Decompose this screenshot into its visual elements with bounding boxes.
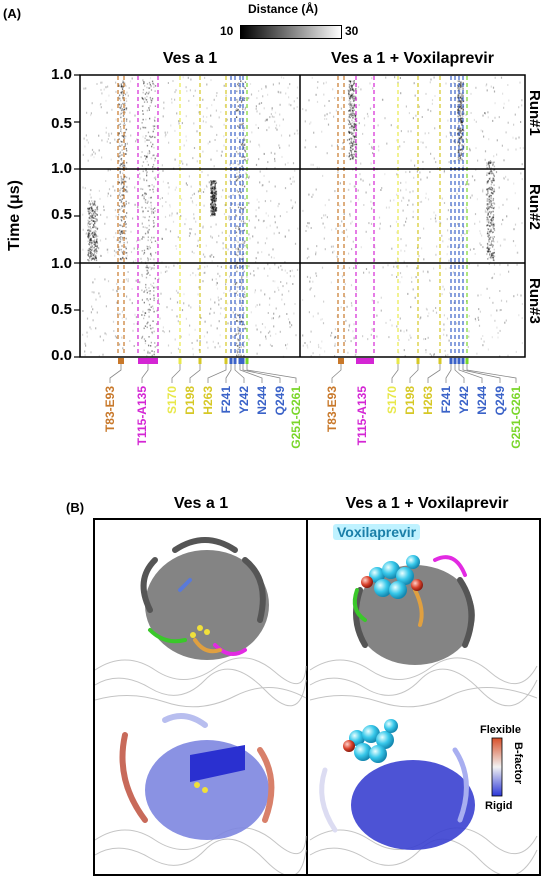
residue-label-left-9: G251-G261 (289, 386, 303, 449)
residue-label-right-9: G251-G261 (509, 386, 523, 449)
ligand-label: Voxilaprevir (333, 524, 421, 540)
y-tick-run1-mid: 0.5 (51, 115, 72, 132)
residue-label-left-4: H263 (201, 386, 215, 415)
residue-label-left-2: S170 (165, 386, 179, 415)
residue-label-right-0: T83-E93 (325, 386, 339, 433)
residue-label-left-5: F241 (219, 386, 233, 414)
residue-label-left-7: N244 (255, 386, 269, 415)
structure-divider (306, 518, 308, 876)
residue-label-left-1: T115-A135 (135, 386, 149, 446)
bfactor-rigid-label: Rigid (485, 800, 513, 812)
residue-label-left-0: T83-E93 (103, 386, 117, 433)
bfactor-colorbar (491, 737, 503, 797)
residue-label-right-3: D198 (403, 386, 417, 415)
voxilaprevir-spheres-top (361, 555, 423, 599)
panel-a-label: (A) (3, 6, 22, 21)
colorbar-min-label: 10 (220, 24, 234, 38)
residue-label-left-8: Q249 (273, 386, 287, 416)
structure-holo-bfactor (319, 747, 475, 850)
run-label-3: Run#3 (526, 278, 543, 324)
colorbar (240, 25, 342, 39)
structure-frame (93, 518, 541, 876)
voxilaprevir-spheres-bottom (343, 719, 398, 763)
panel-b-label: (B) (66, 500, 85, 515)
residue-label-right-6: Y242 (457, 386, 471, 415)
residue-label-right-8: Q249 (493, 386, 507, 416)
y-tick-run3-top: 1.0 (51, 255, 72, 272)
structure-apo-bfactor (119, 713, 275, 840)
right-column-title: Ves a 1 + Voxilaprevir (331, 50, 494, 67)
residue-label-left-6: Y242 (237, 386, 251, 415)
protein-structures (95, 537, 538, 874)
y-tick-run3-mid: 0.5 (51, 301, 72, 318)
y-tick-run2-top: 1.0 (51, 160, 72, 177)
residue-label-right-1: T115-A135 (355, 386, 369, 446)
run-label-2: Run#2 (526, 184, 543, 230)
residue-label-right-5: F241 (439, 386, 453, 414)
residue-label-right-7: N244 (475, 386, 489, 415)
structure-left-title: Ves a 1 (173, 495, 229, 512)
structure-apo-cartoon (140, 537, 269, 660)
heatmap-left (82, 76, 299, 358)
run-label-1: Run#1 (526, 90, 543, 136)
y-tick-run1-top: 1.0 (51, 66, 72, 83)
y-tick-zero: 0.0 (51, 347, 72, 364)
colorbar-max-label: 30 (345, 24, 359, 38)
residue-label-right-2: S170 (385, 386, 399, 415)
bfactor-axis-label: B-factor (512, 742, 524, 785)
residue-label-left-3: D198 (183, 386, 197, 415)
colorbar-title: Distance (Å) (248, 2, 319, 16)
residue-label-right-4: H263 (421, 386, 435, 415)
heatmap-frame (79, 74, 526, 358)
heatmap-right (302, 76, 524, 358)
bfactor-flexible-label: Flexible (480, 724, 521, 736)
left-column-title: Ves a 1 (162, 50, 218, 67)
y-tick-run2-mid: 0.5 (51, 206, 72, 223)
structure-right-title: Ves a 1 + Voxilaprevir (345, 495, 509, 512)
